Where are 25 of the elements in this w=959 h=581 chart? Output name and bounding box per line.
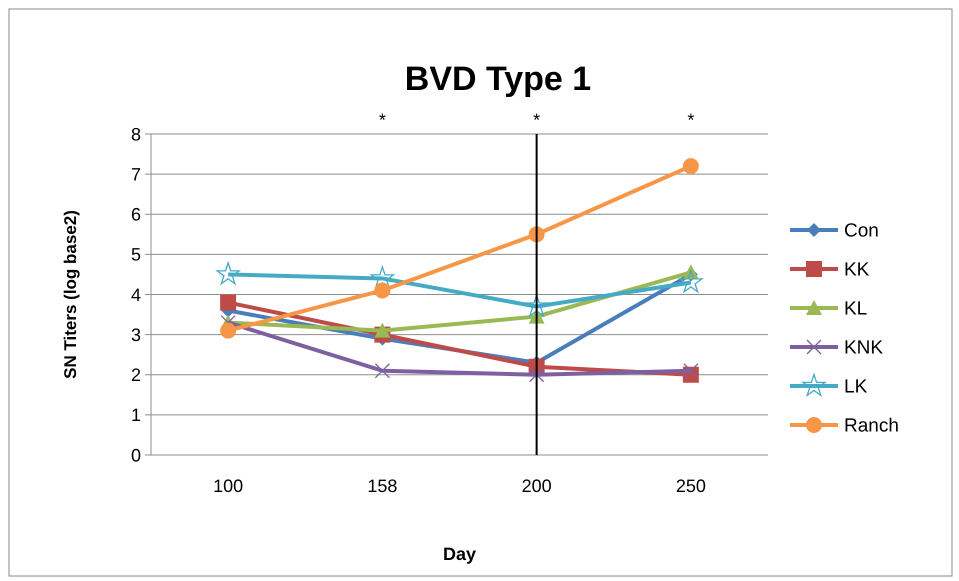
legend-label: Ranch bbox=[844, 416, 899, 437]
x-tick-label: 100 bbox=[213, 476, 244, 496]
y-tick-label: 2 bbox=[130, 365, 141, 386]
y-tick-label: 4 bbox=[130, 284, 141, 305]
y-tick-label: 5 bbox=[130, 244, 141, 265]
text: * bbox=[687, 110, 694, 130]
y-tick-label: 7 bbox=[130, 164, 141, 184]
x-tick-label: 200 bbox=[522, 476, 552, 496]
legend-label: KL bbox=[844, 298, 868, 320]
legend-label: Con bbox=[844, 220, 879, 242]
x-tick-label: 158 bbox=[367, 476, 398, 496]
text: * bbox=[533, 110, 540, 130]
x-tick-label: 250 bbox=[676, 476, 706, 496]
text: * bbox=[378, 110, 386, 130]
y-axis-title: SN Titers (log base2) bbox=[61, 210, 80, 379]
chart-title: BVD Type 1 bbox=[404, 60, 592, 98]
y-tick-label: 8 bbox=[130, 124, 141, 144]
x-axis-title: Day bbox=[442, 544, 476, 564]
y-tick-label: 1 bbox=[130, 405, 141, 426]
y-tick-label: 3 bbox=[130, 324, 141, 345]
legend-label: LK bbox=[844, 376, 868, 398]
y-tick-label: 0 bbox=[130, 445, 141, 466]
y-tick-label: 6 bbox=[130, 204, 141, 225]
legend-label: KK bbox=[844, 260, 870, 281]
legend-label: KNK bbox=[844, 338, 884, 359]
